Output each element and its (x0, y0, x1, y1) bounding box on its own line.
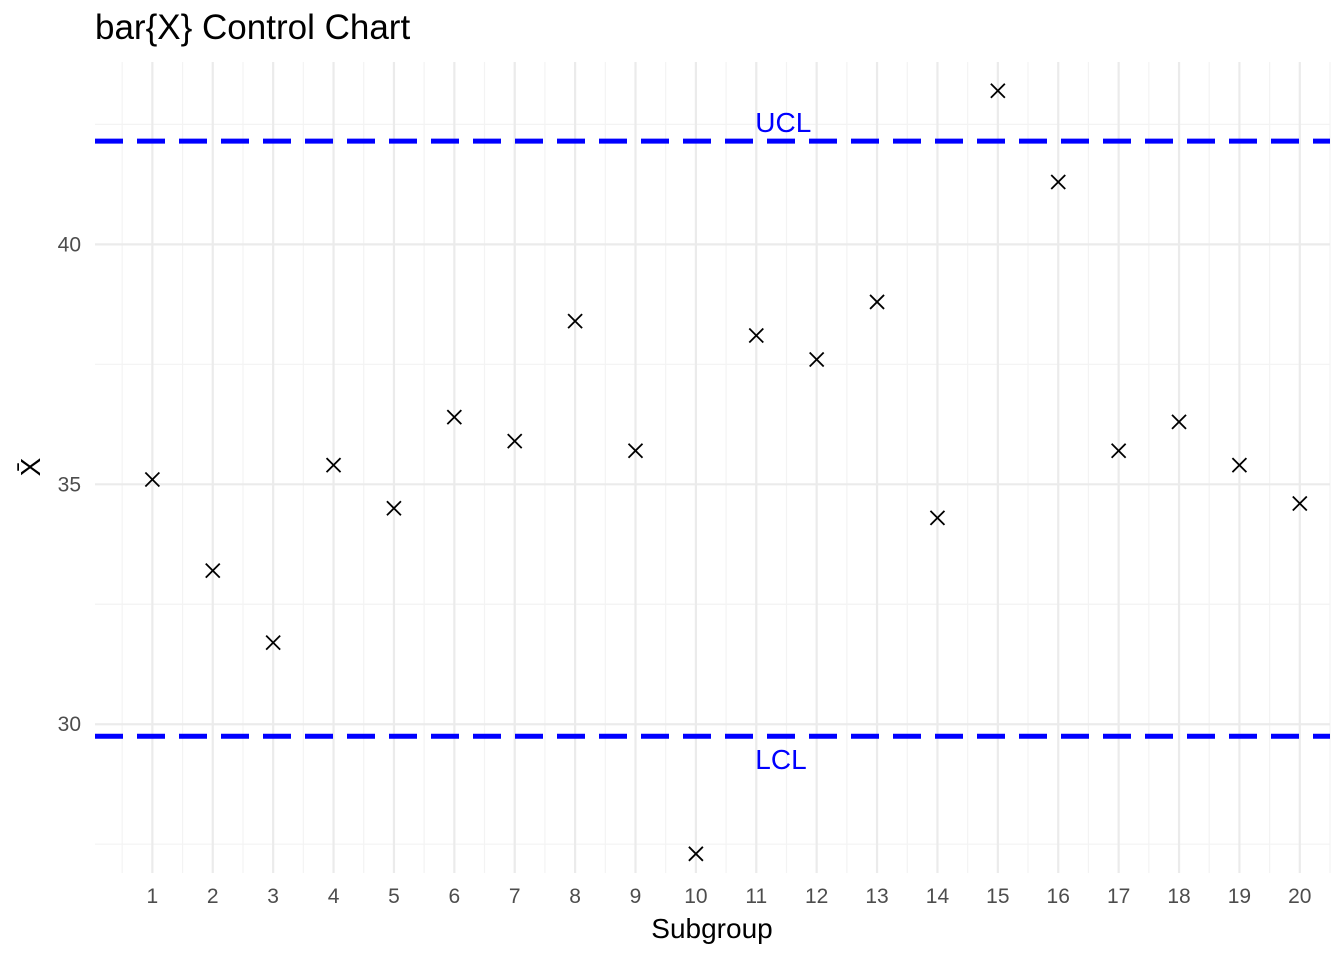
y-axis-title: X̄ (15, 457, 46, 476)
x-axis-title: Subgroup (651, 913, 772, 944)
data-point (144, 471, 161, 488)
x-tick-label: 13 (865, 885, 888, 908)
x-tick-label: 15 (986, 885, 1009, 908)
data-point (869, 294, 885, 310)
data-point (1050, 174, 1066, 190)
control-limits: UCL LCL (95, 107, 1330, 775)
x-tick-label: 7 (509, 885, 521, 908)
x-tick-label: 14 (926, 885, 950, 908)
data-point (809, 351, 825, 368)
y-axis-ticks: 30 35 40 (58, 233, 81, 736)
grid (95, 62, 1331, 873)
ucl-label: UCL (755, 107, 811, 138)
data-point (1292, 495, 1308, 512)
data-point (627, 443, 644, 459)
x-tick-label: 17 (1107, 885, 1130, 908)
y-tick-label: 30 (58, 713, 81, 736)
data-point (688, 846, 704, 862)
data-point (1171, 414, 1187, 430)
data-point (205, 563, 221, 579)
x-tick-label: 10 (684, 885, 707, 908)
data-point (1110, 443, 1127, 459)
x-tick-label: 16 (1047, 885, 1070, 908)
chart-title: bar{X} Control Chart (95, 8, 411, 47)
data-point (446, 409, 462, 425)
data-points (144, 83, 1308, 862)
data-point (1231, 457, 1248, 473)
data-point (567, 313, 583, 329)
data-point (990, 83, 1006, 99)
data-point (929, 510, 946, 526)
x-tick-label: 19 (1228, 885, 1251, 908)
data-point (507, 433, 523, 449)
x-tick-label: 18 (1167, 885, 1190, 908)
x-axis-ticks: 1 2 3 4 5 6 7 8 9 10 11 12 13 14 15 16 17 18 19 20 (147, 885, 1312, 908)
data-point (748, 327, 764, 344)
x-tick-label: 5 (388, 885, 400, 908)
x-tick-label: 6 (448, 885, 460, 908)
x-tick-label: 3 (267, 885, 279, 908)
x-tick-label: 8 (569, 885, 581, 908)
lcl-label: LCL (755, 744, 806, 775)
x-tick-label: 2 (207, 885, 219, 908)
x-tick-label: 4 (328, 885, 340, 908)
data-point (265, 635, 281, 651)
y-tick-label: 40 (58, 233, 81, 256)
x-tick-label: 9 (630, 885, 642, 908)
x-tick-label: 12 (805, 885, 828, 908)
x-tick-label: 1 (147, 885, 159, 908)
y-tick-label: 35 (58, 473, 81, 496)
data-point (386, 500, 402, 516)
x-tick-label: 11 (745, 885, 767, 908)
x-tick-label: 20 (1288, 885, 1311, 908)
data-point (325, 457, 342, 473)
